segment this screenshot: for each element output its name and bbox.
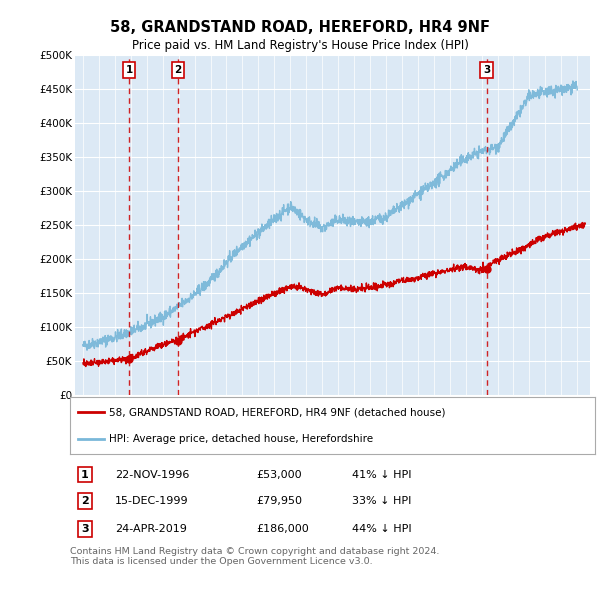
Text: Contains HM Land Registry data © Crown copyright and database right 2024.
This d: Contains HM Land Registry data © Crown c… bbox=[70, 547, 439, 566]
Text: £53,000: £53,000 bbox=[256, 470, 302, 480]
Text: 3: 3 bbox=[81, 524, 89, 534]
Text: 41% ↓ HPI: 41% ↓ HPI bbox=[352, 470, 412, 480]
Text: HPI: Average price, detached house, Herefordshire: HPI: Average price, detached house, Here… bbox=[109, 434, 373, 444]
Text: 2: 2 bbox=[175, 65, 182, 75]
Text: Price paid vs. HM Land Registry's House Price Index (HPI): Price paid vs. HM Land Registry's House … bbox=[131, 38, 469, 51]
Text: 33% ↓ HPI: 33% ↓ HPI bbox=[352, 496, 412, 506]
Text: 3: 3 bbox=[483, 65, 490, 75]
Text: £186,000: £186,000 bbox=[256, 524, 309, 534]
Text: 1: 1 bbox=[125, 65, 133, 75]
Text: 1: 1 bbox=[81, 470, 89, 480]
Text: 44% ↓ HPI: 44% ↓ HPI bbox=[352, 524, 412, 534]
Text: 2: 2 bbox=[81, 496, 89, 506]
Text: £79,950: £79,950 bbox=[256, 496, 302, 506]
Text: 58, GRANDSTAND ROAD, HEREFORD, HR4 9NF (detached house): 58, GRANDSTAND ROAD, HEREFORD, HR4 9NF (… bbox=[109, 407, 446, 417]
Text: 58, GRANDSTAND ROAD, HEREFORD, HR4 9NF: 58, GRANDSTAND ROAD, HEREFORD, HR4 9NF bbox=[110, 19, 490, 34]
Text: 22-NOV-1996: 22-NOV-1996 bbox=[115, 470, 190, 480]
Text: 24-APR-2019: 24-APR-2019 bbox=[115, 524, 187, 534]
Text: 15-DEC-1999: 15-DEC-1999 bbox=[115, 496, 188, 506]
